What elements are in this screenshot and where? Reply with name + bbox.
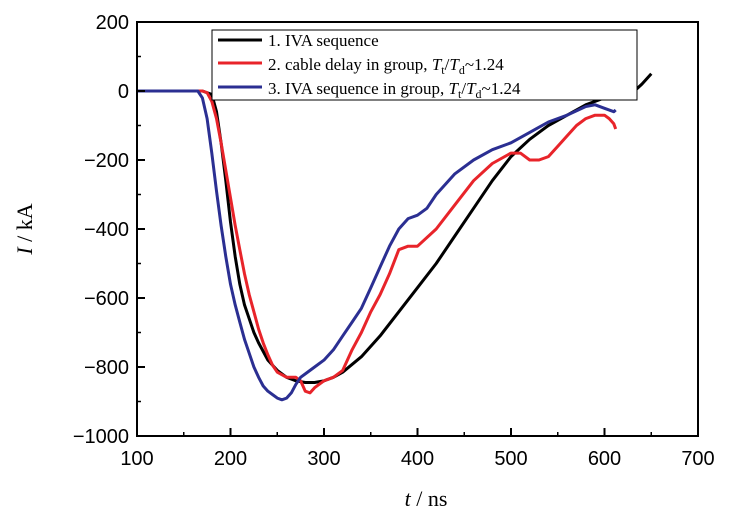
y-tick-label: −400 — [84, 219, 129, 241]
y-tick-label: −800 — [84, 357, 129, 379]
x-tick-label: 200 — [214, 448, 247, 470]
series-line-1 — [137, 72, 653, 384]
series-line-2 — [137, 89, 618, 395]
legend-label-cable-delay: 2. cable delay in group, Tt/Td~1.24 — [268, 55, 504, 77]
legend-box — [211, 29, 638, 101]
series-layer — [137, 72, 653, 402]
x-tick-label: 300 — [307, 448, 340, 470]
x-tick-label: 100 — [120, 448, 153, 470]
ticks-layer: 100 200 300 400 500 600 700 200 0 −200 −400 −600 −80… — [73, 12, 715, 470]
y-tick-label: −1000 — [73, 426, 129, 448]
x-tick-label: 400 — [401, 448, 434, 470]
y-tick-label: 200 — [96, 12, 129, 34]
legend: 1. IVA sequence 2. cable delay in group,… — [211, 29, 638, 101]
y-axis-label: I / kA — [12, 203, 37, 255]
x-tick-label: 600 — [588, 448, 621, 470]
x-axis-label: t / ns — [405, 486, 448, 511]
y-tick-label: −200 — [84, 150, 129, 172]
y-tick-label: 0 — [118, 81, 129, 103]
x-axis-var: t — [405, 486, 412, 511]
x-axis-unit: / ns — [411, 486, 448, 511]
y-axis-var: I — [12, 246, 37, 256]
y-axis-unit: / kA — [12, 203, 37, 247]
x-tick-label: 500 — [494, 448, 527, 470]
series-line-3 — [137, 89, 617, 402]
legend-label-iva-sequence: 1. IVA sequence — [268, 31, 379, 50]
legend-label-iva-in-group: 3. IVA sequence in group, Tt/Td~1.24 — [268, 79, 521, 101]
y-tick-label: −600 — [84, 288, 129, 310]
x-tick-label: 700 — [681, 448, 714, 470]
